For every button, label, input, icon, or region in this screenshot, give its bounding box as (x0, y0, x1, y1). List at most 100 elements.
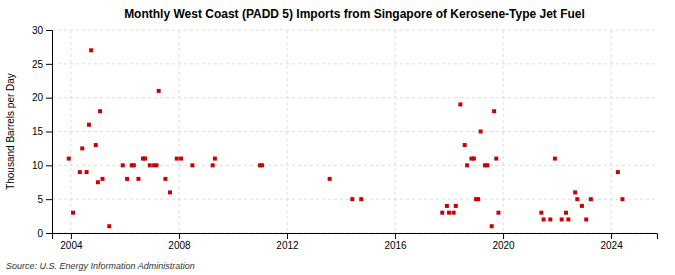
point (616, 170, 620, 174)
tick: 2024 (600, 233, 623, 251)
point (132, 163, 136, 167)
point (620, 197, 624, 201)
grid-line-x (70, 30, 71, 233)
point (85, 170, 89, 174)
grid-line-y (52, 131, 657, 132)
axis-line (46, 31, 53, 234)
point (584, 217, 588, 221)
point (87, 123, 91, 127)
point (548, 217, 552, 221)
point (589, 197, 593, 201)
point (89, 48, 93, 52)
source-note: Source: U.S. Energy Information Administ… (6, 261, 195, 271)
point (465, 163, 469, 167)
point (190, 163, 194, 167)
point (143, 157, 147, 161)
point (560, 217, 564, 221)
tick-mark (46, 233, 52, 234)
point (564, 211, 568, 215)
chart: 2004 2008 2012 2016 2020 2024 0 5 10 15 20 25 30 Mont… (0, 0, 675, 275)
point (573, 190, 577, 194)
point (211, 163, 215, 167)
tick-label: 2016 (384, 240, 407, 251)
grid-line-x (611, 30, 612, 233)
tick-label: 15 (32, 126, 44, 137)
tick-mark (46, 199, 52, 200)
point (452, 211, 456, 215)
tick-mark (611, 233, 612, 239)
y-axis: 0 5 10 15 20 25 30 (32, 25, 53, 239)
tick-label: 2020 (492, 240, 515, 251)
tick-label: 2024 (600, 240, 623, 251)
point (492, 109, 496, 113)
tick-label: 5 (37, 194, 43, 205)
grid-line-x (503, 30, 504, 233)
point (553, 157, 557, 161)
point (136, 177, 140, 181)
point (260, 163, 264, 167)
tick-label: 2008 (168, 240, 191, 251)
grid (52, 30, 657, 233)
tick-label: 0 (37, 228, 43, 239)
grid-line-y (52, 165, 657, 166)
tick: 30 (32, 25, 52, 36)
point (490, 224, 494, 228)
point (580, 204, 584, 208)
tick: 15 (32, 126, 52, 137)
tick: 5 (37, 194, 52, 205)
point (107, 224, 111, 228)
tick-mark (46, 64, 52, 65)
tick-mark (46, 132, 52, 133)
grid-line-x (286, 30, 287, 233)
tick-label: 2004 (60, 240, 83, 251)
point (485, 163, 489, 167)
point (539, 211, 543, 215)
point (328, 177, 332, 181)
point (458, 102, 462, 106)
tick-label: 25 (32, 59, 44, 70)
tick-mark (46, 165, 52, 166)
tick-mark (71, 233, 72, 239)
tick: 2012 (276, 233, 299, 251)
tick: 20 (32, 92, 52, 103)
point (67, 157, 71, 161)
point (476, 197, 480, 201)
point (157, 89, 161, 93)
tick: 0 (37, 228, 52, 239)
point (440, 211, 444, 215)
grid-line-x (395, 30, 396, 233)
tick-label: 2012 (276, 240, 299, 251)
point (71, 211, 75, 215)
point (80, 146, 84, 150)
point (494, 157, 498, 161)
point (175, 157, 179, 161)
point (542, 217, 546, 221)
point (148, 163, 152, 167)
y-axis-title: Thousand Barrels per Day (5, 73, 16, 190)
tick-mark (179, 233, 180, 239)
tick: 2016 (384, 233, 407, 251)
point (350, 197, 354, 201)
point (179, 157, 183, 161)
title: Monthly West Coast (PADD 5) Imports from… (124, 7, 585, 21)
plot-area: 2004 2008 2012 2016 2020 2024 0 5 10 15 20 25 30 (32, 25, 658, 251)
point (155, 163, 159, 167)
tick: 2008 (168, 233, 191, 251)
tick: 10 (32, 160, 52, 171)
tick-mark (46, 98, 52, 99)
tick: 25 (32, 59, 52, 70)
point (479, 130, 483, 134)
point (98, 109, 102, 113)
point (566, 217, 570, 221)
point (163, 177, 167, 181)
point (496, 211, 500, 215)
point (447, 211, 451, 215)
point (445, 204, 449, 208)
tick-mark (287, 233, 288, 239)
point (575, 197, 579, 201)
tick-mark (395, 233, 396, 239)
grid-line-y (52, 199, 657, 200)
grid-line-x (178, 30, 179, 233)
point (125, 177, 129, 181)
point (213, 157, 217, 161)
